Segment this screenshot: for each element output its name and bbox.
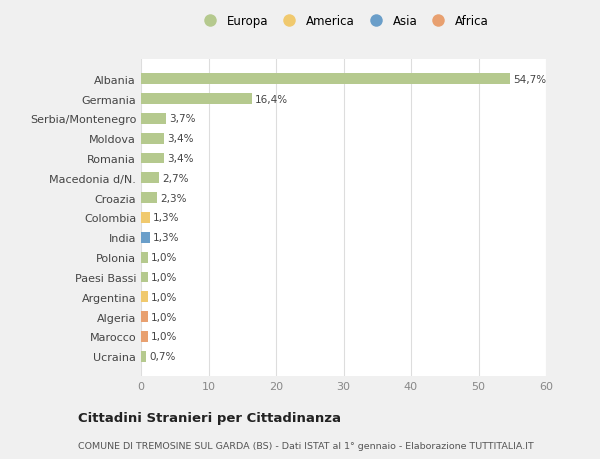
Text: 1,3%: 1,3% xyxy=(153,233,179,243)
Text: 3,4%: 3,4% xyxy=(167,154,194,164)
Bar xyxy=(141,114,166,124)
Legend: Europa, America, Asia, Africa: Europa, America, Asia, Africa xyxy=(198,15,489,28)
Text: 2,7%: 2,7% xyxy=(163,174,189,184)
Text: Cittadini Stranieri per Cittadinanza: Cittadini Stranieri per Cittadinanza xyxy=(78,412,341,425)
Bar xyxy=(141,272,148,283)
Text: 3,7%: 3,7% xyxy=(169,114,196,124)
Bar xyxy=(141,134,164,144)
Bar xyxy=(141,94,252,105)
Text: 1,0%: 1,0% xyxy=(151,332,178,342)
Bar xyxy=(141,74,510,85)
Bar xyxy=(141,153,164,164)
Text: 0,7%: 0,7% xyxy=(149,352,175,362)
Bar xyxy=(141,292,148,302)
Text: COMUNE DI TREMOSINE SUL GARDA (BS) - Dati ISTAT al 1° gennaio - Elaborazione TUT: COMUNE DI TREMOSINE SUL GARDA (BS) - Dat… xyxy=(78,441,534,450)
Text: 54,7%: 54,7% xyxy=(514,74,547,84)
Text: 1,0%: 1,0% xyxy=(151,292,178,302)
Bar xyxy=(141,252,148,263)
Text: 1,0%: 1,0% xyxy=(151,312,178,322)
Text: 1,0%: 1,0% xyxy=(151,252,178,263)
Text: 3,4%: 3,4% xyxy=(167,134,194,144)
Text: 1,0%: 1,0% xyxy=(151,272,178,282)
Text: 1,3%: 1,3% xyxy=(153,213,179,223)
Bar xyxy=(141,312,148,322)
Bar xyxy=(141,351,146,362)
Bar xyxy=(141,173,159,184)
Text: 16,4%: 16,4% xyxy=(255,94,288,104)
Bar xyxy=(141,213,150,224)
Bar xyxy=(141,193,157,204)
Text: 2,3%: 2,3% xyxy=(160,193,187,203)
Bar xyxy=(141,331,148,342)
Bar xyxy=(141,232,150,243)
